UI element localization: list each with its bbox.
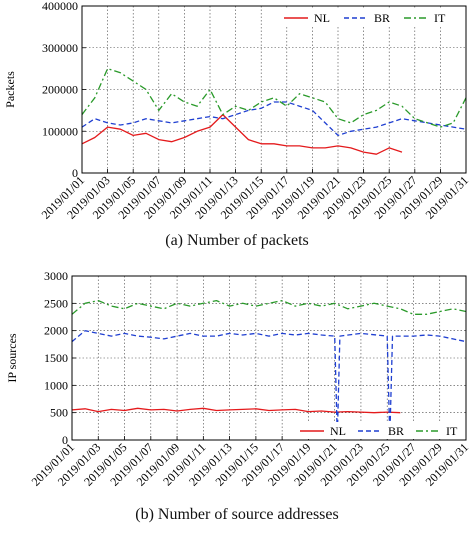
series-line-nl — [82, 113, 403, 155]
legend-label-it: IT — [434, 11, 446, 25]
series-line-nl — [72, 407, 401, 414]
series-line-br — [72, 330, 466, 440]
y-tick-label: 2000 — [44, 324, 68, 338]
y-tick-label: 3000 — [44, 272, 68, 283]
legend-label-br: BR — [374, 11, 390, 25]
y-tick-label: 400000 — [42, 0, 78, 13]
packets-caption: (a) Number of packets — [165, 232, 309, 249]
legend: NL BR IT — [296, 422, 464, 439]
y-tick-label: 0 — [62, 433, 68, 447]
legend-box — [280, 9, 464, 27]
series-line-it — [82, 67, 466, 128]
y-tick-label: 2500 — [44, 296, 68, 310]
legend-label-br: BR — [388, 424, 404, 438]
legend: NL BR IT — [280, 9, 464, 27]
series-line-br — [82, 101, 466, 137]
plot-frame — [71, 275, 467, 441]
series-line-it — [72, 299, 466, 315]
y-tick-label: 200000 — [42, 83, 78, 97]
legend-label-nl: NL — [314, 11, 330, 25]
y-tick-label: 300000 — [42, 41, 78, 55]
y-tick-label: 0 — [72, 166, 78, 180]
grid — [71, 275, 467, 441]
y-axis-label: IP sources — [5, 333, 19, 383]
ip-sources-caption: (b) Number of source addresses — [135, 506, 339, 523]
y-tick-label: 500 — [50, 406, 68, 420]
legend-box — [296, 422, 464, 439]
grid — [81, 5, 467, 174]
y-axis-label: Packets — [3, 71, 17, 108]
legend-label-nl: NL — [330, 424, 346, 438]
plot-frame — [81, 5, 467, 174]
ip-sources-chart: 0500100015002000250030002019/01/012019/0… — [5, 272, 471, 489]
y-tick-label: 100000 — [42, 124, 78, 138]
legend-label-it: IT — [446, 424, 458, 438]
y-tick-label: 1500 — [44, 351, 68, 365]
packets-chart: 01000002000003000004000002019/01/012019/… — [3, 0, 471, 222]
y-tick-label: 1000 — [44, 378, 68, 392]
